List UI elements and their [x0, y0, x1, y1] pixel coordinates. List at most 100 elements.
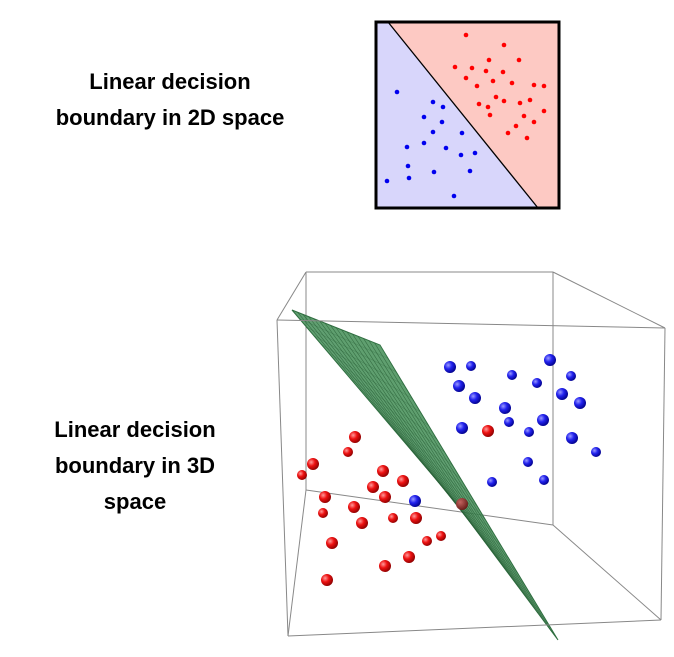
- red-point-2d: [516, 57, 522, 63]
- blue-sphere: [456, 422, 468, 434]
- blue-sphere: [544, 354, 556, 366]
- red-point-2d: [517, 100, 523, 106]
- blue-sphere: [556, 388, 568, 400]
- blue-point-2d: [421, 140, 427, 146]
- red-points-2d: [452, 32, 547, 141]
- red-point-2d: [483, 68, 489, 74]
- red-point-2d: [501, 42, 507, 48]
- red-point-2d: [452, 64, 458, 70]
- blue-sphere: [499, 402, 511, 414]
- blue-region-2d: [376, 22, 538, 208]
- blue-point-2d: [467, 168, 473, 174]
- blue-point-2d: [459, 130, 465, 136]
- blue-point-2d: [439, 119, 445, 125]
- red-point-2d: [474, 83, 480, 89]
- red-sphere: [349, 431, 361, 443]
- blue-point-2d: [405, 163, 411, 169]
- blue-sphere: [444, 361, 456, 373]
- blue-sphere: [566, 432, 578, 444]
- blue-sphere: [507, 370, 517, 380]
- blue-sphere: [466, 361, 476, 371]
- red-sphere: [379, 560, 391, 572]
- blue-sphere: [487, 477, 497, 487]
- blue-spheres-back: [444, 354, 601, 487]
- blue-point-2d: [384, 178, 390, 184]
- red-sphere: [379, 491, 391, 503]
- red-sphere: [410, 512, 422, 524]
- red-sphere-occluded: [456, 498, 468, 510]
- blue-point-2d: [440, 104, 446, 110]
- red-region-2d: [388, 22, 559, 208]
- red-sphere-occluded: [482, 425, 494, 437]
- caption-3d-line-3: space: [103, 489, 167, 514]
- red-point-2d: [513, 123, 519, 129]
- caption-2d-line-2: boundary in 2D space: [55, 105, 285, 130]
- red-point-2d: [490, 78, 496, 84]
- red-point-2d: [541, 108, 547, 114]
- red-point-2d: [501, 98, 507, 104]
- blue-sphere: [574, 397, 586, 409]
- caption-3d: Linear decision boundary in 3D space: [20, 412, 250, 520]
- red-point-2d: [505, 130, 511, 136]
- blue-point-2d: [458, 152, 464, 158]
- blue-sphere: [523, 457, 533, 467]
- blue-point-2d: [406, 175, 412, 181]
- red-sphere: [297, 470, 307, 480]
- blue-sphere: [504, 417, 514, 427]
- caption-2d-line-1: Linear decision: [89, 69, 251, 94]
- box-front-edges: [276, 319, 666, 637]
- red-sphere: [388, 513, 398, 523]
- red-spheres-front: [297, 431, 446, 586]
- red-sphere: [318, 508, 328, 518]
- red-sphere: [397, 475, 409, 487]
- red-sphere: [319, 491, 331, 503]
- red-sphere: [307, 458, 319, 470]
- box-back-edges: [276, 271, 666, 637]
- red-point-2d: [531, 82, 537, 88]
- red-sphere: [367, 481, 379, 493]
- blue-points-2d: [384, 89, 478, 199]
- blue-point-2d: [451, 193, 457, 199]
- blue-sphere-occluded: [409, 495, 421, 507]
- red-point-2d: [531, 119, 537, 125]
- caption-3d-line-1: Linear decision: [54, 417, 216, 442]
- blue-sphere: [532, 378, 542, 388]
- red-sphere: [321, 574, 333, 586]
- red-point-2d: [485, 104, 491, 110]
- blue-sphere: [566, 371, 576, 381]
- red-sphere: [436, 531, 446, 541]
- red-sphere: [348, 501, 360, 513]
- blue-point-2d: [443, 145, 449, 151]
- blue-point-2d: [404, 144, 410, 150]
- blue-point-2d: [394, 89, 400, 95]
- blue-sphere: [539, 475, 549, 485]
- plot-2d-frame: [374, 20, 561, 210]
- blue-sphere: [524, 427, 534, 437]
- red-point-2d: [493, 94, 499, 100]
- caption-3d-line-2: boundary in 3D: [54, 453, 216, 478]
- red-point-2d: [463, 75, 469, 81]
- red-sphere: [422, 536, 432, 546]
- red-point-2d: [469, 65, 475, 71]
- caption-2d: Linear decision boundary in 2D space: [30, 64, 310, 136]
- blue-point-2d: [421, 114, 427, 120]
- red-point-2d: [541, 83, 547, 89]
- red-sphere: [403, 551, 415, 563]
- red-point-2d: [486, 57, 492, 63]
- blue-sphere: [453, 380, 465, 392]
- blue-point-2d: [430, 129, 436, 135]
- occluded-spheres: [409, 425, 494, 510]
- red-sphere: [356, 517, 368, 529]
- blue-sphere: [537, 414, 549, 426]
- red-point-2d: [524, 135, 530, 141]
- red-point-2d: [509, 80, 515, 86]
- red-sphere: [326, 537, 338, 549]
- red-sphere: [343, 447, 353, 457]
- decision-plane-3d: [291, 309, 559, 641]
- blue-sphere: [591, 447, 601, 457]
- blue-point-2d: [430, 99, 436, 105]
- red-point-2d: [500, 69, 506, 75]
- red-point-2d: [487, 112, 493, 118]
- red-point-2d: [527, 97, 533, 103]
